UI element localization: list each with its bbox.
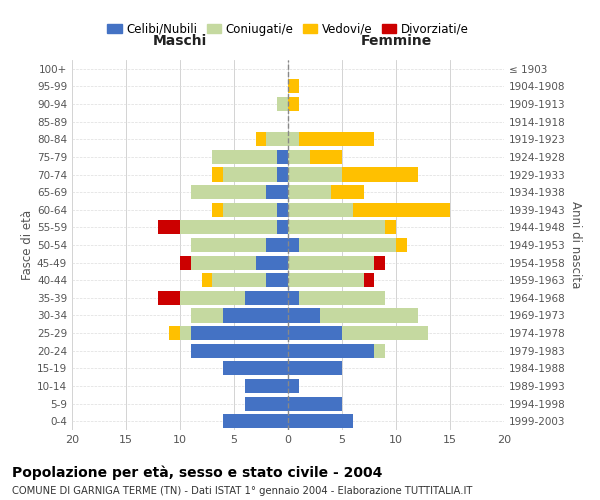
Text: COMUNE DI GARNIGA TERME (TN) - Dati ISTAT 1° gennaio 2004 - Elaborazione TUTTITA: COMUNE DI GARNIGA TERME (TN) - Dati ISTA… <box>12 486 472 496</box>
Bar <box>331 185 364 199</box>
Bar <box>342 168 418 181</box>
Bar <box>191 344 288 358</box>
Bar <box>288 326 342 340</box>
Bar <box>245 291 288 305</box>
Bar <box>245 396 288 410</box>
Bar <box>299 291 385 305</box>
Bar <box>180 220 277 234</box>
Bar <box>191 256 256 270</box>
Bar <box>158 291 180 305</box>
Bar <box>256 256 288 270</box>
Bar <box>223 168 277 181</box>
Bar <box>277 168 288 181</box>
Bar <box>396 238 407 252</box>
Bar <box>342 326 428 340</box>
Bar <box>288 308 320 322</box>
Bar <box>223 202 277 217</box>
Bar <box>256 132 266 146</box>
Y-axis label: Fasce di età: Fasce di età <box>21 210 34 280</box>
Y-axis label: Anni di nascita: Anni di nascita <box>569 202 582 288</box>
Bar <box>320 308 418 322</box>
Bar <box>266 132 288 146</box>
Bar <box>223 362 288 376</box>
Bar <box>191 326 288 340</box>
Bar <box>288 150 310 164</box>
Bar <box>385 220 396 234</box>
Bar <box>277 202 288 217</box>
Bar <box>223 414 288 428</box>
Bar <box>374 344 385 358</box>
Bar <box>288 185 331 199</box>
Bar <box>266 238 288 252</box>
Bar <box>288 291 299 305</box>
Bar <box>288 238 299 252</box>
Bar <box>299 238 396 252</box>
Bar <box>180 256 191 270</box>
Bar <box>212 168 223 181</box>
Bar <box>288 220 385 234</box>
Bar <box>202 273 212 287</box>
Bar <box>277 150 288 164</box>
Bar <box>191 308 223 322</box>
Bar <box>288 379 299 393</box>
Text: Femmine: Femmine <box>361 34 431 48</box>
Bar <box>169 326 180 340</box>
Legend: Celibi/Nubili, Coniugati/e, Vedovi/e, Divorziati/e: Celibi/Nubili, Coniugati/e, Vedovi/e, Di… <box>103 18 473 40</box>
Bar <box>180 326 191 340</box>
Bar <box>158 220 180 234</box>
Text: Popolazione per età, sesso e stato civile - 2004: Popolazione per età, sesso e stato civil… <box>12 466 382 480</box>
Bar <box>353 202 450 217</box>
Bar <box>374 256 385 270</box>
Bar <box>288 97 299 111</box>
Bar <box>288 132 299 146</box>
Bar <box>288 414 353 428</box>
Bar <box>266 273 288 287</box>
Bar <box>299 132 374 146</box>
Bar <box>191 185 266 199</box>
Bar <box>277 97 288 111</box>
Bar <box>212 202 223 217</box>
Bar <box>288 396 342 410</box>
Bar <box>212 150 277 164</box>
Bar <box>180 291 245 305</box>
Bar <box>245 379 288 393</box>
Bar <box>288 362 342 376</box>
Bar <box>288 80 299 94</box>
Bar <box>288 256 374 270</box>
Bar <box>288 168 342 181</box>
Bar <box>288 202 353 217</box>
Bar <box>223 308 288 322</box>
Text: Maschi: Maschi <box>153 34 207 48</box>
Bar <box>364 273 374 287</box>
Bar <box>212 273 266 287</box>
Bar <box>191 238 266 252</box>
Bar <box>277 220 288 234</box>
Bar <box>310 150 342 164</box>
Bar <box>266 185 288 199</box>
Bar <box>288 273 364 287</box>
Bar <box>288 344 374 358</box>
